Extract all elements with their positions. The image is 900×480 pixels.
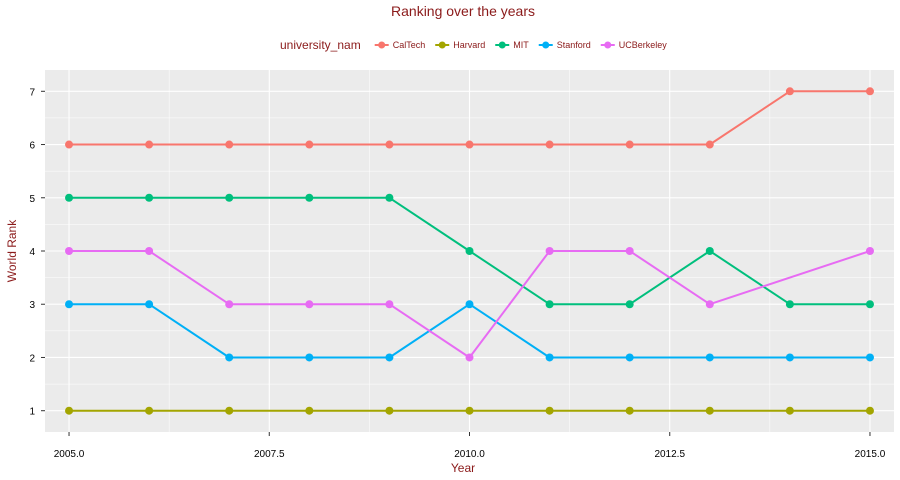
legend-item: UCBerkeley	[600, 40, 668, 50]
data-point	[545, 247, 554, 255]
y-axis: 1 2 3 4 5 6 7	[29, 87, 45, 418]
data-point	[65, 300, 74, 309]
data-point	[865, 406, 874, 415]
data-point	[65, 140, 74, 149]
data-point	[785, 406, 794, 415]
data-point	[305, 353, 314, 362]
data-point	[865, 353, 874, 362]
legend-key-point	[438, 41, 446, 49]
x-axis-title: Year	[451, 461, 475, 475]
legend-label: MIT	[513, 40, 529, 50]
legend-label: Harvard	[453, 40, 485, 50]
data-point	[65, 193, 74, 202]
legend-label: Stanford	[557, 40, 591, 50]
data-point	[305, 300, 314, 309]
data-point	[145, 300, 154, 309]
x-tick-label: 2015.0	[855, 449, 886, 460]
data-point	[705, 406, 714, 415]
data-point	[65, 247, 74, 255]
data-point	[145, 247, 154, 255]
legend-item: Harvard	[435, 40, 485, 50]
data-point	[545, 140, 554, 149]
legend-item: MIT	[495, 40, 529, 50]
data-point	[865, 87, 874, 96]
legend-item: Stanford	[538, 40, 591, 50]
data-point	[145, 406, 154, 415]
data-point	[225, 140, 234, 149]
data-point	[625, 353, 634, 362]
data-point	[465, 300, 474, 309]
data-point	[465, 247, 474, 255]
data-point	[65, 406, 74, 415]
y-tick-label: 1	[29, 407, 35, 418]
y-tick-label: 2	[29, 353, 35, 364]
data-point	[465, 140, 474, 149]
x-tick-label: 2007.5	[254, 449, 285, 460]
data-point	[705, 300, 714, 309]
legend-label: UCBerkeley	[619, 40, 668, 50]
data-point	[705, 140, 714, 149]
legend-key-point	[604, 41, 612, 49]
y-tick-label: 5	[29, 194, 35, 205]
data-point	[625, 406, 634, 415]
data-point	[865, 300, 874, 309]
data-point	[465, 353, 474, 362]
data-point	[385, 406, 394, 415]
x-tick-label: 2005.0	[54, 449, 85, 460]
y-tick-label: 3	[29, 300, 35, 311]
data-point	[385, 300, 394, 309]
data-point	[465, 406, 474, 415]
data-point	[785, 300, 794, 309]
data-point	[705, 247, 714, 255]
chart-title: Ranking over the years	[391, 3, 535, 19]
data-point	[225, 193, 234, 202]
data-point	[145, 140, 154, 149]
data-point	[785, 353, 794, 362]
series-layer	[65, 87, 874, 415]
y-tick-label: 7	[29, 87, 35, 98]
x-axis: 2005.0 2007.5 2010.0 2012.5 2015.0	[54, 432, 886, 460]
data-point	[225, 300, 234, 309]
data-point	[625, 300, 634, 309]
x-tick-label: 2010.0	[454, 449, 485, 460]
data-point	[705, 353, 714, 362]
legend-label: CalTech	[393, 40, 426, 50]
legend-key-point	[498, 41, 506, 49]
legend-key-point	[378, 41, 386, 49]
data-point	[785, 87, 794, 96]
data-point	[225, 353, 234, 362]
x-tick-label: 2012.5	[654, 449, 685, 460]
data-point	[305, 406, 314, 415]
y-tick-label: 4	[29, 247, 35, 258]
data-point	[145, 193, 154, 202]
data-point	[545, 406, 554, 415]
data-point	[625, 247, 634, 255]
data-point	[385, 353, 394, 362]
data-point	[305, 140, 314, 149]
legend-key-point	[542, 41, 550, 49]
y-tick-label: 6	[29, 141, 35, 152]
data-point	[545, 300, 554, 309]
data-point	[865, 247, 874, 255]
data-point	[385, 193, 394, 202]
data-point	[625, 140, 634, 149]
legend: university_nam CalTech Harvard MIT Stanford…	[280, 38, 667, 52]
data-point	[305, 193, 314, 202]
data-point	[545, 353, 554, 362]
y-axis-title: World Rank	[5, 219, 19, 282]
data-point	[385, 140, 394, 149]
series-line	[69, 250, 871, 359]
data-point	[225, 406, 234, 415]
legend-items: CalTech Harvard MIT Stanford UCBerkeley	[374, 40, 668, 50]
legend-title: university_nam	[280, 38, 361, 52]
legend-item: CalTech	[374, 40, 426, 50]
